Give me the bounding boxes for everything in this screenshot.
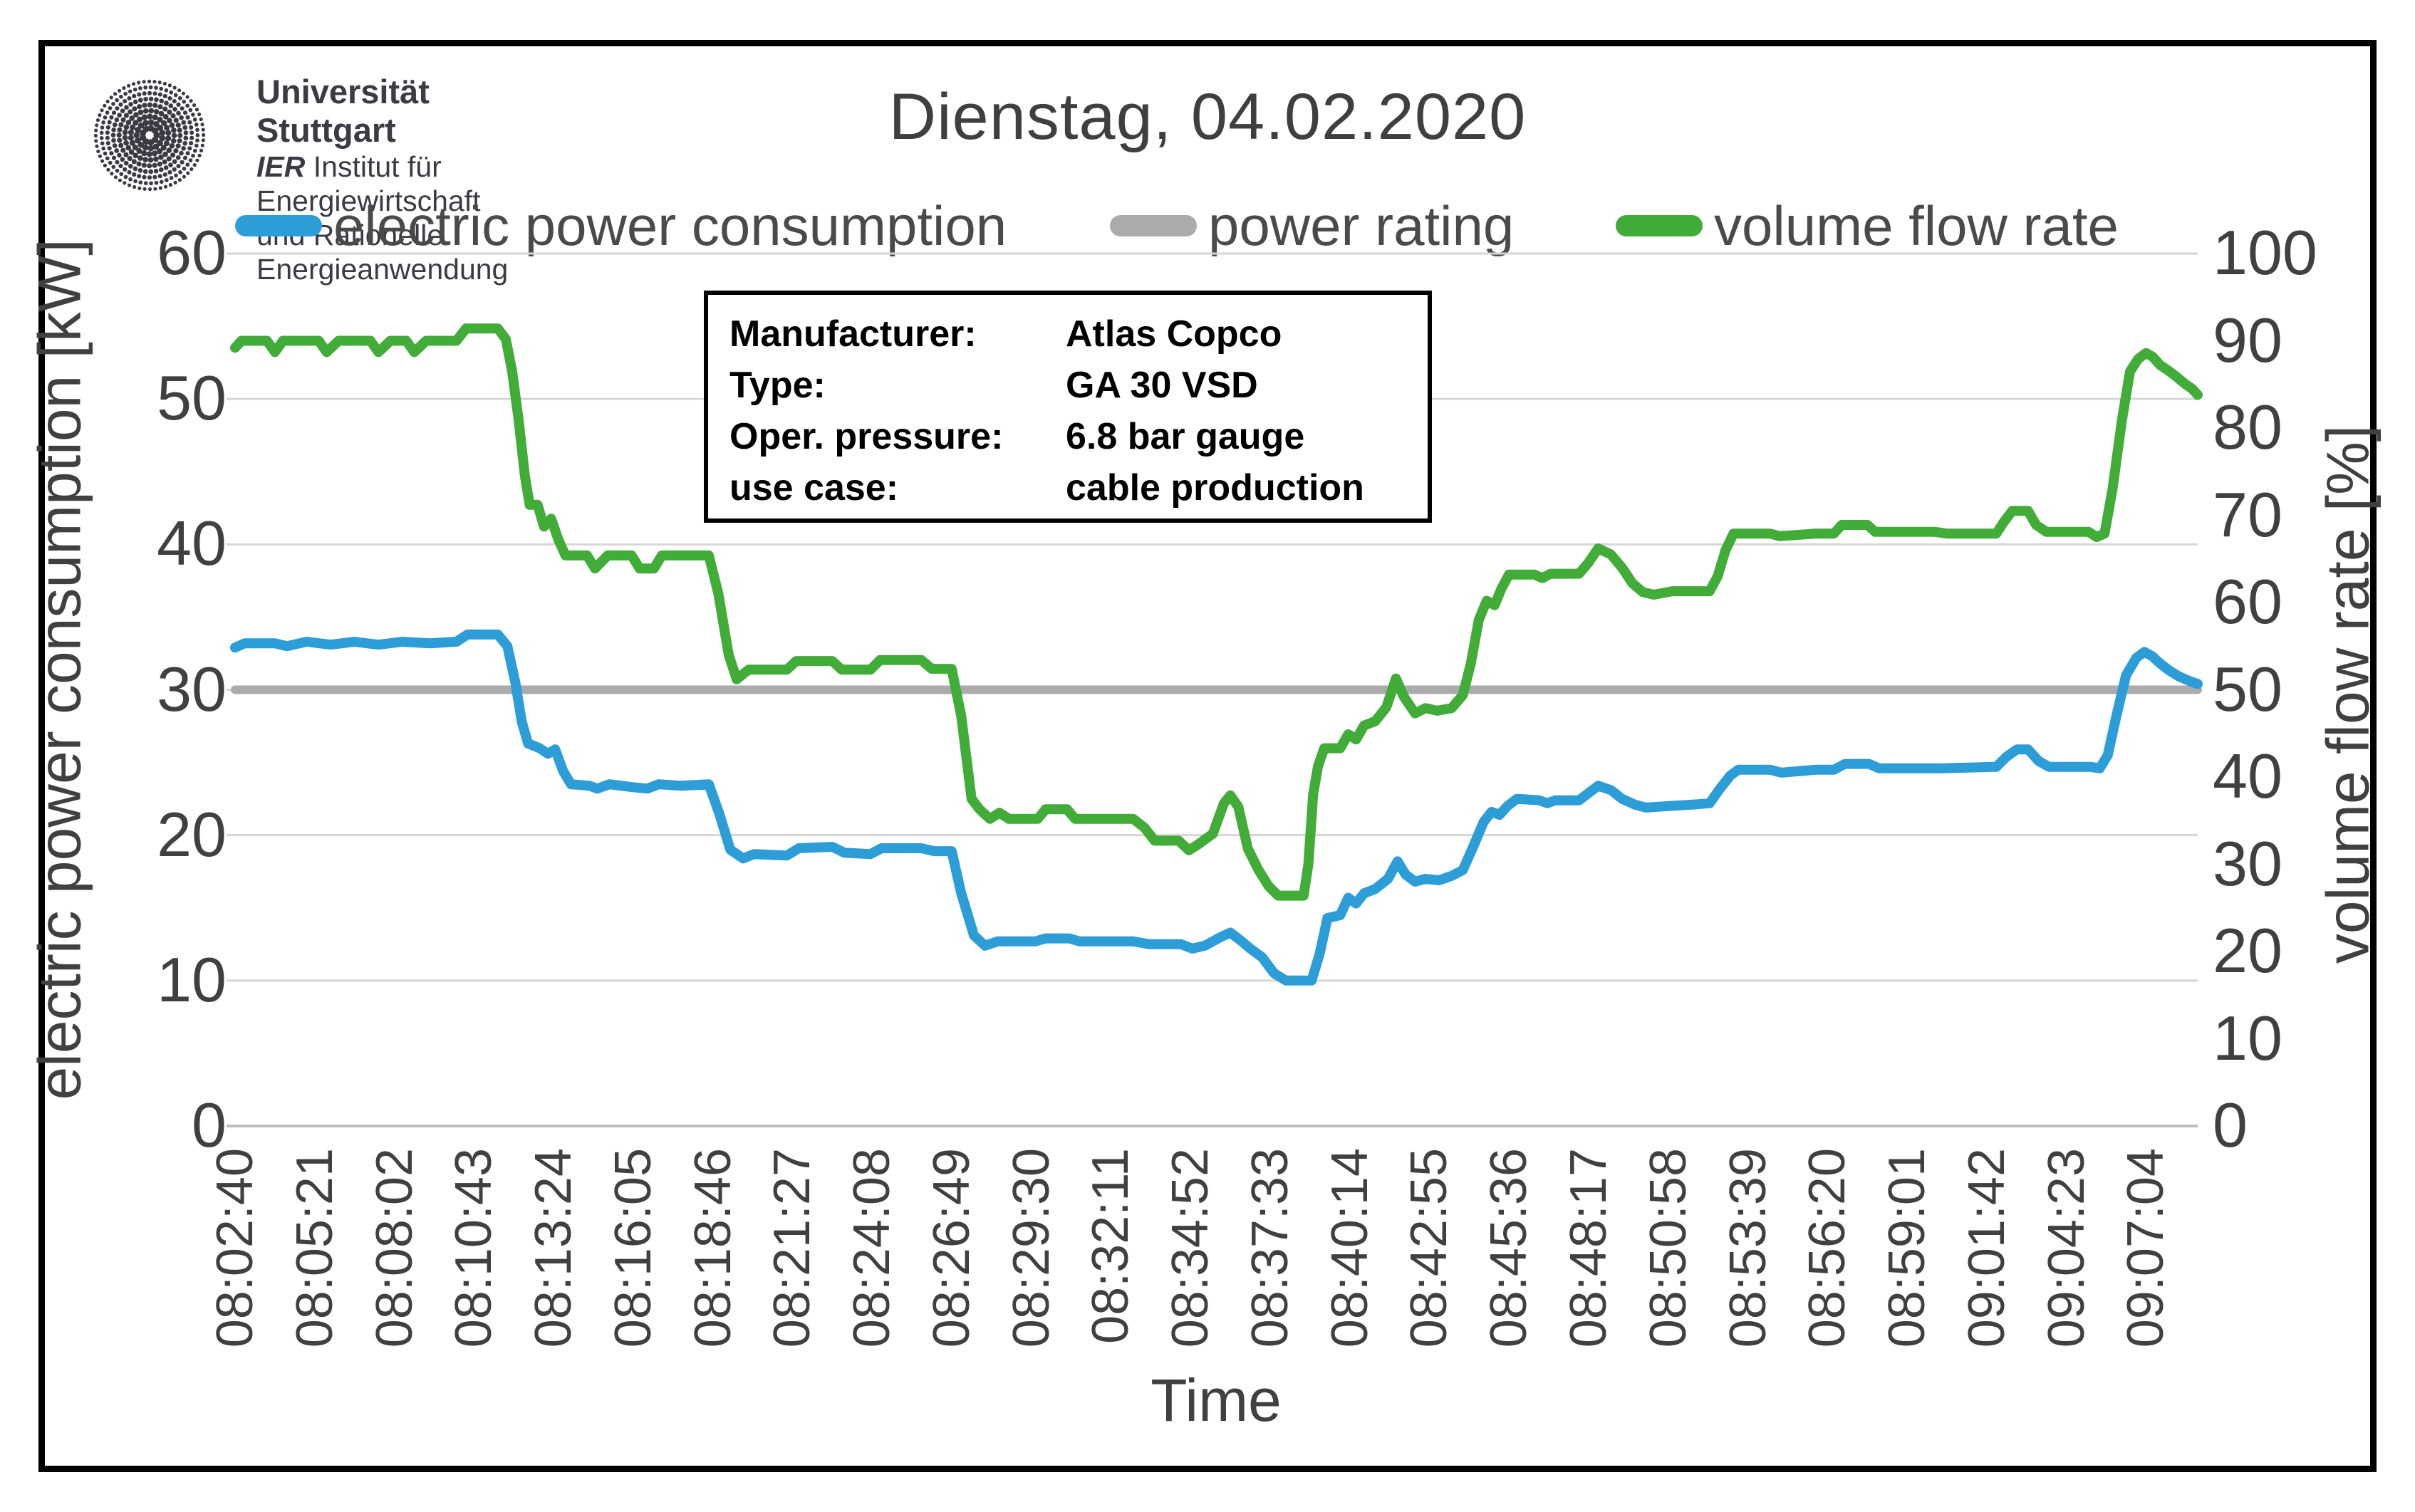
x-tick-08:21:27: 08:21:27: [764, 1148, 821, 1348]
x-tick-09:07:04: 09:07:04: [2117, 1148, 2175, 1348]
x-tick-08:29:30: 08:29:30: [1002, 1148, 1060, 1348]
logo-institute-name: Institut für Energiewirtschaft: [256, 150, 481, 217]
left-tick-0: 0: [192, 1090, 227, 1160]
university-logo-dots-icon: [93, 79, 206, 192]
right-tick-80: 80: [2213, 392, 2282, 462]
outer-border: [38, 40, 2377, 1472]
legend-swatch-icon: [235, 215, 322, 236]
info-label: Oper. pressure:: [729, 416, 1004, 457]
left-tick-20: 20: [157, 798, 227, 870]
series-electric-power-consumption: [230, 629, 2203, 986]
legend-entry-power-rating: power rating: [1110, 194, 1514, 258]
x-tick-08:18:46: 08:18:46: [684, 1148, 742, 1348]
x-tick-08:13:24: 08:13:24: [525, 1148, 583, 1348]
x-tick-09:01:42: 09:01:42: [1958, 1148, 2015, 1348]
x-tick-08:32:11: 08:32:11: [1082, 1148, 1140, 1344]
right-tick-50: 50: [2213, 653, 2282, 724]
x-tick-08:45:36: 08:45:36: [1480, 1148, 1538, 1348]
info-value: GA 30 VSD: [1066, 365, 1258, 406]
info-label: use case:: [729, 467, 899, 509]
info-row-Manufacturer: Manufacturer: Atlas Copco: [729, 313, 1282, 355]
x-tick-08:50:58: 08:50:58: [1639, 1148, 1697, 1348]
right-tick-60: 60: [2213, 566, 2282, 637]
legend-label: power rating: [1208, 194, 1515, 257]
x-tick-09:04:23: 09:04:23: [2037, 1148, 2095, 1348]
x-axis-title: Time: [1151, 1367, 1282, 1434]
logo-university-name: Universität Stuttgart: [256, 73, 430, 149]
right-tick-100: 100: [2213, 217, 2317, 288]
info-value: cable production: [1066, 467, 1364, 509]
left-tick-50: 50: [157, 363, 227, 434]
right-tick-90: 90: [2213, 304, 2282, 375]
left-tick-60: 60: [157, 217, 227, 288]
x-tick-08:40:14: 08:40:14: [1321, 1148, 1378, 1348]
x-tick-08:05:21: 08:05:21: [286, 1148, 343, 1348]
info-value: 6.8 bar gauge: [1066, 416, 1305, 457]
legend-label: electric power consumption: [333, 194, 1007, 257]
legend-swatch-icon: [1110, 215, 1197, 236]
right-tick-20: 20: [2213, 915, 2282, 986]
info-row-use-case: use case: cable production: [729, 467, 1364, 509]
x-tick-08:59:01: 08:59:01: [1879, 1148, 1936, 1348]
x-tick-08:24:08: 08:24:08: [843, 1148, 901, 1348]
x-tick-08:26:49: 08:26:49: [923, 1148, 980, 1348]
series-volume-flow-rate: [230, 323, 2203, 901]
x-tick-08:16:05: 08:16:05: [604, 1148, 662, 1348]
x-tick-08:10:43: 08:10:43: [445, 1148, 503, 1348]
right-tick-30: 30: [2213, 828, 2282, 899]
x-tick-08:02:40: 08:02:40: [207, 1148, 264, 1348]
x-tick-08:34:52: 08:34:52: [1162, 1148, 1220, 1348]
logo-ier-abbrev: IER: [256, 150, 306, 183]
info-row-Type: Type: GA 30 VSD: [729, 365, 1258, 406]
left-tick-40: 40: [157, 508, 227, 579]
logo-institute-line: IER Institut für Energiewirtschaft: [256, 150, 508, 218]
legend-entry-electric-power-consumption: electric power consumption: [235, 194, 1007, 258]
compressor-info-box: Manufacturer: Atlas Copco Type: GA 30 VSD Op…: [704, 291, 1432, 523]
left-tick-10: 10: [157, 944, 227, 1015]
x-tick-08:48:17: 08:48:17: [1560, 1148, 1617, 1348]
info-row-Oper-pressure: Oper. pressure: 6.8 bar gauge: [729, 416, 1304, 457]
info-label: Manufacturer:: [729, 313, 977, 355]
x-tick-08:42:55: 08:42:55: [1401, 1148, 1458, 1348]
info-value: Atlas Copco: [1066, 313, 1282, 355]
chart-title: Dienstag, 04.02.2020: [888, 80, 1527, 153]
x-tick-08:53:39: 08:53:39: [1719, 1148, 1777, 1348]
right-tick-70: 70: [2213, 479, 2282, 550]
info-label: Type:: [729, 365, 826, 406]
right-tick-40: 40: [2213, 741, 2282, 811]
x-tick-08:37:33: 08:37:33: [1241, 1148, 1299, 1348]
x-tick-08:08:02: 08:08:02: [365, 1148, 423, 1348]
left-tick-30: 30: [157, 653, 227, 724]
right-tick-0: 0: [2213, 1090, 2248, 1160]
x-tick-08:56:20: 08:56:20: [1799, 1148, 1856, 1348]
right-tick-10: 10: [2213, 1002, 2282, 1073]
legend-swatch-icon: [1616, 215, 1703, 236]
legend-label: volume flow rate: [1714, 194, 2119, 257]
legend-entry-volume-flow-rate: volume flow rate: [1616, 194, 2119, 258]
